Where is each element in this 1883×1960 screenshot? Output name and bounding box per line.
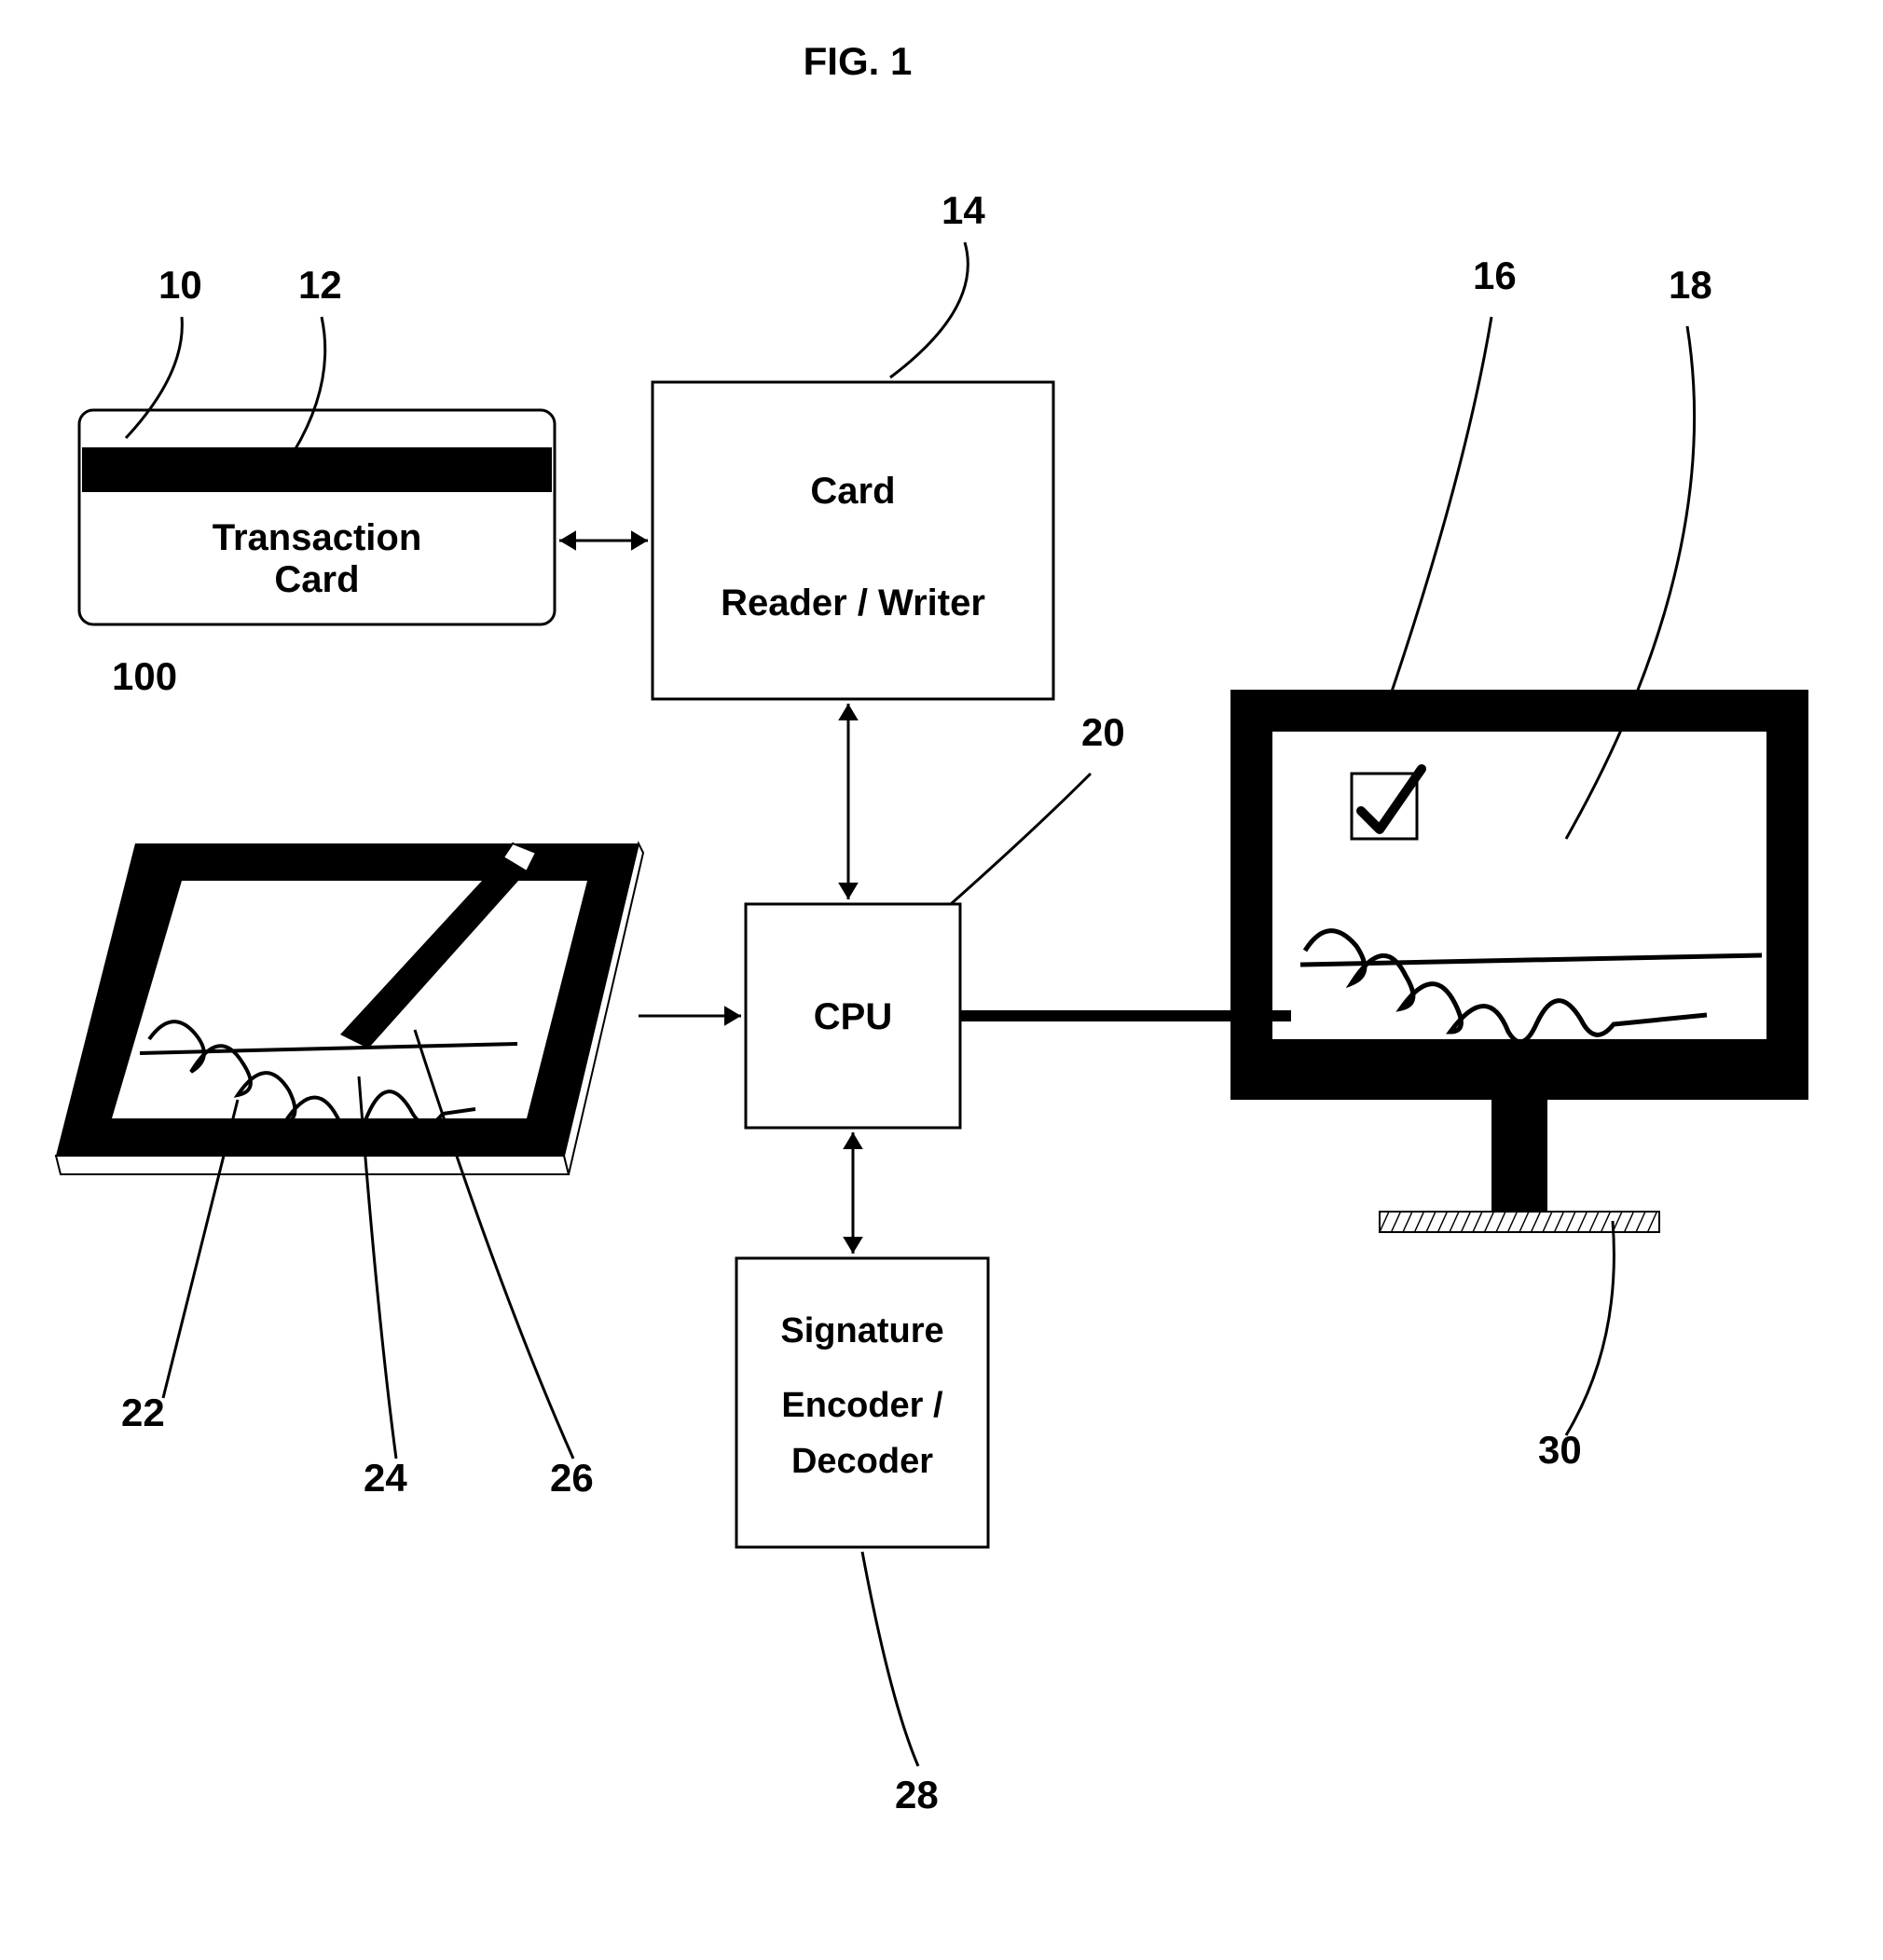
ref-28: 28	[895, 1773, 939, 1816]
ref-30: 30	[1538, 1428, 1582, 1472]
signature-encoder-decoder: Signature Encoder / Decoder	[736, 1258, 988, 1547]
ref-26: 26	[550, 1456, 594, 1500]
svg-text:Decoder: Decoder	[791, 1442, 933, 1481]
ref-22: 22	[121, 1391, 165, 1434]
card-reader-writer: Card Reader / Writer	[653, 382, 1053, 699]
ref-16: 16	[1473, 254, 1517, 297]
display-monitor	[1230, 690, 1808, 1232]
svg-text:Card: Card	[810, 471, 895, 512]
svg-text:Encoder /: Encoder /	[781, 1386, 943, 1425]
ref-12: 12	[298, 263, 342, 307]
svg-text:Signature: Signature	[780, 1311, 943, 1350]
signature-tablet	[56, 843, 643, 1174]
svg-text:CPU: CPU	[814, 996, 892, 1037]
transaction-card: TransactionCard	[79, 410, 555, 624]
svg-text:Transaction: Transaction	[213, 517, 422, 558]
cpu-block: CPU	[746, 904, 960, 1128]
ref-24: 24	[364, 1456, 407, 1500]
ref-18: 18	[1669, 263, 1712, 307]
diagram-svg: FIG. 1TransactionCard100CardReader / Wri…	[0, 0, 1883, 1960]
svg-text:Reader / Writer: Reader / Writer	[721, 583, 985, 624]
svg-text:100: 100	[112, 654, 177, 698]
ref-14: 14	[942, 188, 985, 232]
figure-title: FIG. 1	[804, 39, 913, 83]
ref-20: 20	[1081, 710, 1125, 754]
svg-text:Card: Card	[274, 559, 359, 600]
ref-10: 10	[158, 263, 202, 307]
diagram-container: FIG. 1TransactionCard100CardReader / Wri…	[0, 0, 1883, 1960]
